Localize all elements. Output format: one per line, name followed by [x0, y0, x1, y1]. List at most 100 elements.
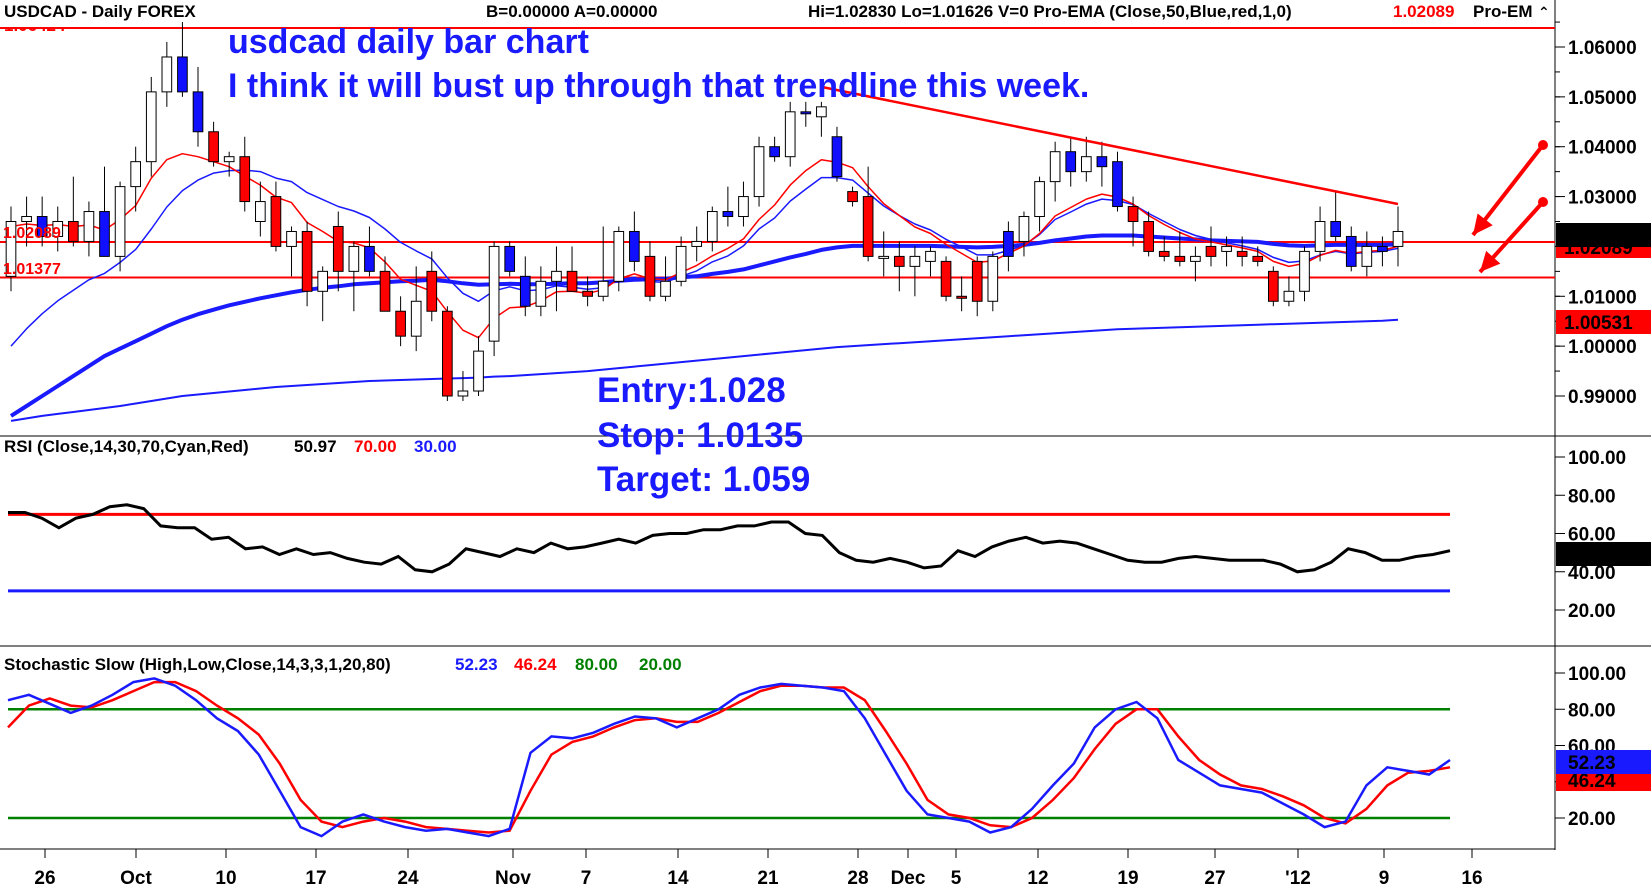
candle-body — [1127, 206, 1139, 223]
candle-body — [1252, 255, 1264, 262]
stoch-d-line — [7, 680, 1451, 834]
stoch-tick-label: 80.00 — [1568, 700, 1616, 721]
candle-body — [1267, 270, 1279, 302]
stoch-k-badge — [1556, 750, 1651, 774]
candle-body — [99, 211, 110, 257]
date-tick-label: 17 — [305, 868, 326, 889]
candle-body — [519, 275, 531, 307]
ema-more-label: Pro-EM — [1473, 2, 1533, 21]
candle-body — [1190, 255, 1201, 262]
candle-body — [878, 255, 890, 259]
candle-body — [1205, 245, 1217, 257]
stoch-d-value: 46.24 — [514, 655, 557, 674]
price-tick-label: 1.00000 — [1568, 337, 1637, 358]
arrow-to-support-head — [1480, 250, 1501, 272]
candle-body — [223, 156, 235, 163]
price-badges: 1.02089 1.02300 1.00531 50.97 46.24 52.2… — [1556, 223, 1651, 792]
candle-body — [644, 255, 656, 297]
date-tick-label: 14 — [667, 868, 689, 889]
candle-body — [971, 260, 983, 302]
stoch-k-line — [7, 677, 1451, 838]
candle-body — [208, 131, 219, 163]
candle-body — [192, 91, 204, 133]
stoch-lower: 20.00 — [639, 655, 682, 674]
price-tick-label: 1.04000 — [1568, 138, 1637, 159]
rsi-badge — [1556, 542, 1651, 566]
ema-slow-line — [10, 318, 1399, 422]
price-panel: 0.990001.000001.010001.020001.030001.040… — [0, 21, 1637, 422]
candle-body — [239, 156, 251, 203]
level-label-2: 1.01377 — [3, 261, 61, 278]
candle-body — [332, 225, 344, 272]
price-tick-label: 1.05000 — [1568, 88, 1637, 109]
candle-body — [613, 230, 625, 282]
candle-body — [83, 211, 95, 242]
candle-body — [1392, 230, 1404, 247]
candle-body — [1361, 245, 1373, 267]
candle-body — [909, 255, 921, 267]
candle-body — [1096, 156, 1108, 168]
bid-ask-label: B=0.00000 A=0.00000 — [486, 2, 657, 21]
candle-body — [1236, 250, 1248, 257]
rsi-tick-label: 20.00 — [1568, 601, 1616, 622]
candle-body — [68, 221, 79, 242]
candle-body — [862, 196, 874, 257]
candle-body — [1158, 250, 1170, 257]
rsi-upper: 70.00 — [354, 437, 397, 456]
candle-body — [800, 111, 812, 115]
date-tick-label: 26 — [34, 868, 55, 889]
ema-value-label: 1.02089 — [1393, 2, 1454, 21]
candle-body — [1174, 255, 1186, 262]
candle-body — [457, 390, 469, 397]
candle-body — [831, 136, 843, 178]
date-tick-label: 7 — [581, 868, 592, 889]
candle-body — [722, 211, 734, 218]
candle-body — [893, 255, 905, 267]
candle-body — [987, 255, 999, 302]
candle-body — [426, 270, 438, 312]
rsi-badge-text: 50.97 — [1568, 545, 1616, 566]
candle-body — [114, 186, 126, 257]
candle-body — [1080, 156, 1092, 173]
candle-body — [410, 300, 422, 337]
candle-body — [1143, 221, 1154, 252]
chart-header: USDCAD - Daily FOREX B=0.00000 A=0.00000… — [4, 2, 1550, 21]
candle-body — [940, 260, 952, 297]
candle-body — [660, 280, 671, 297]
date-tick-label: 19 — [1117, 868, 1138, 889]
rsi-tick-label: 60.00 — [1568, 525, 1616, 546]
candle-body — [145, 91, 157, 163]
collapse-chevron-icon[interactable]: ⌃ — [1538, 5, 1550, 21]
candle-body — [1330, 221, 1341, 237]
stoch-title: Stochastic Slow (High,Low,Close,14,3,3,1… — [4, 655, 391, 674]
arrow-to-support-dot — [1538, 197, 1548, 207]
ema-price-badge-text: 1.00531 — [1564, 313, 1633, 334]
ema-mid-line — [10, 169, 1399, 347]
candle-body — [379, 270, 391, 312]
candle-body — [691, 240, 703, 247]
candle-body — [566, 270, 578, 292]
candle-body — [675, 245, 687, 282]
entry-note: Entry:1.028 — [597, 371, 786, 410]
price-tick-label: 1.03000 — [1568, 188, 1637, 209]
rsi-lower: 30.00 — [414, 437, 457, 456]
date-tick-label: 5 — [951, 868, 962, 889]
stoch-upper: 80.00 — [575, 655, 618, 674]
candle-body — [1065, 151, 1077, 173]
price-tick-label: 1.06000 — [1568, 38, 1637, 59]
candle-body — [255, 201, 266, 223]
candle-body — [270, 196, 282, 247]
ema-thick-line — [9, 233, 1399, 418]
date-tick-label: '12 — [1285, 868, 1311, 889]
rsi-value: 50.97 — [294, 437, 337, 456]
rsi-line — [8, 503, 1451, 574]
stoch-tick-label: 20.00 — [1568, 809, 1616, 830]
candle-body — [597, 280, 609, 297]
stoch-k-badge-text: 52.23 — [1568, 753, 1616, 774]
stochastic-header: Stochastic Slow (High,Low,Close,14,3,3,1… — [4, 655, 682, 674]
date-tick-label: 24 — [397, 868, 419, 889]
date-tick-label: 12 — [1027, 868, 1048, 889]
stoch-tick-label: 100.00 — [1568, 664, 1626, 685]
